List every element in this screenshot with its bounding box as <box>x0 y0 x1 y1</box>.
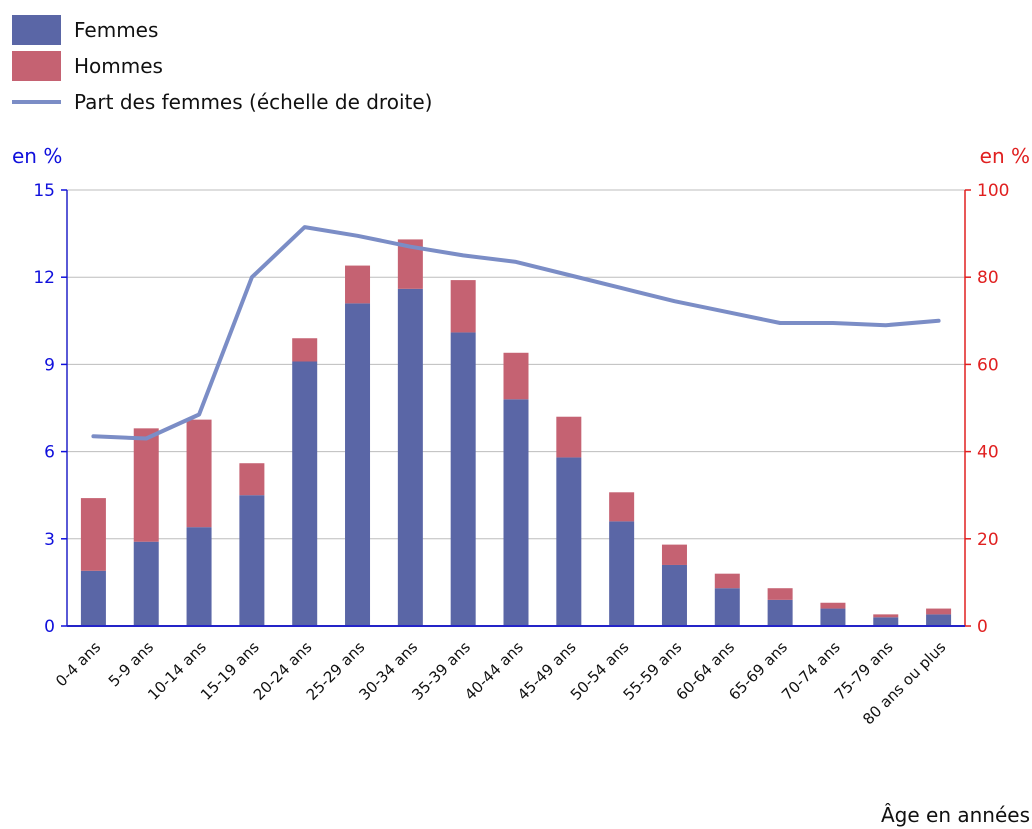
bar-hommes-8 <box>503 352 529 400</box>
bar-femmes-13 <box>767 599 793 626</box>
line-series <box>91 225 941 441</box>
bar-femmes-8 <box>503 399 529 626</box>
line-point-12 <box>726 311 728 313</box>
bar-hommes-3 <box>239 463 265 496</box>
bar-femmes-16 <box>926 614 952 626</box>
y-left-tick-label-3: 9 <box>44 355 55 375</box>
bar-femmes-4 <box>292 361 318 626</box>
line-point-1 <box>145 438 147 440</box>
y-axis-right-ticks: 0 20 40 60 80 100 <box>965 181 1009 637</box>
y-left-tick-label-2: 6 <box>44 443 55 463</box>
legend-label-1: Hommes <box>74 54 163 78</box>
y-axis-right-label: en % <box>980 144 1030 168</box>
bar-femmes-2 <box>186 527 212 626</box>
y-left-tick-label-4: 12 <box>33 268 55 288</box>
axes <box>66 190 966 627</box>
line-point-15 <box>885 324 887 326</box>
legend-label-2: Part des femmes (échelle de droite) <box>74 90 432 114</box>
y-left-tick-label-5: 15 <box>33 181 55 201</box>
bar-hommes-0 <box>80 498 106 571</box>
bar-hommes-1 <box>133 428 159 542</box>
line-point-14 <box>832 322 834 324</box>
y-right-tick-label-3: 60 <box>977 355 999 375</box>
line-point-13 <box>779 322 781 324</box>
line-point-10 <box>621 287 623 289</box>
line-point-16 <box>938 320 940 322</box>
line-point-6 <box>409 246 411 248</box>
line-point-3 <box>251 276 253 278</box>
line-point-11 <box>673 300 675 302</box>
line-point-0 <box>92 435 94 437</box>
line-point-2 <box>198 414 200 416</box>
y-left-tick-label-0: 0 <box>44 617 55 637</box>
bar-femmes-1 <box>133 541 159 626</box>
bar-femmes-15 <box>873 617 899 626</box>
bar-femmes-12 <box>714 588 740 626</box>
bar-femmes-9 <box>556 457 582 626</box>
bar-hommes-16 <box>926 608 952 615</box>
y-right-tick-label-5: 100 <box>977 181 1009 201</box>
line-point-9 <box>568 274 570 276</box>
legend-swatch-0 <box>12 15 61 45</box>
bar-hommes-7 <box>450 280 476 333</box>
y-left-tick-label-1: 3 <box>44 530 55 550</box>
y-axis-left-ticks: 0 3 6 9 12 15 <box>33 181 67 637</box>
bar-femmes-6 <box>397 288 423 626</box>
x-tick-label-0: 0-4 ans <box>52 638 104 690</box>
y-right-tick-label-0: 0 <box>977 617 988 637</box>
line-point-8 <box>515 261 517 263</box>
legend-label-0: Femmes <box>74 18 158 42</box>
bar-femmes-3 <box>239 495 265 626</box>
bar-hommes-10 <box>609 492 635 522</box>
bar-hommes-4 <box>292 338 318 362</box>
bar-femmes-5 <box>345 303 371 626</box>
bars <box>80 239 952 626</box>
bar-hommes-11 <box>661 544 687 565</box>
bar-hommes-12 <box>714 573 740 589</box>
y-axis-left-label: en % <box>12 144 62 168</box>
line-point-4 <box>304 226 306 228</box>
bar-hommes-15 <box>873 614 899 618</box>
bar-femmes-14 <box>820 608 846 626</box>
bar-hommes-2 <box>186 419 212 528</box>
bar-femmes-0 <box>80 570 106 626</box>
x-tick-label-1: 5-9 ans <box>105 638 157 690</box>
y-right-tick-label-2: 40 <box>977 443 999 463</box>
line-point-7 <box>462 254 464 256</box>
line-point-5 <box>357 235 359 237</box>
y-right-tick-label-1: 20 <box>977 530 999 550</box>
bar-femmes-11 <box>661 564 687 626</box>
bar-hommes-9 <box>556 416 582 458</box>
bar-hommes-5 <box>345 265 371 304</box>
x-axis-label: Âge en années <box>881 803 1030 827</box>
bar-femmes-7 <box>450 332 476 626</box>
bar-hommes-13 <box>767 588 793 600</box>
y-right-tick-label-4: 80 <box>977 268 999 288</box>
legend-swatch-1 <box>12 51 61 81</box>
legend: Femmes Hommes Part des femmes (échelle de … <box>12 15 432 114</box>
bar-hommes-14 <box>820 602 846 609</box>
bar-femmes-10 <box>609 521 635 626</box>
